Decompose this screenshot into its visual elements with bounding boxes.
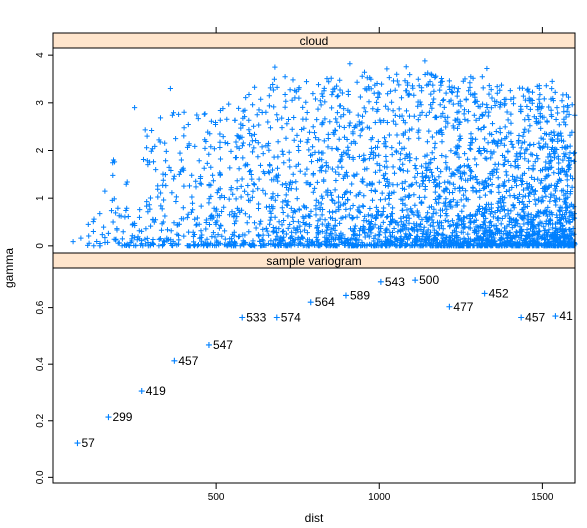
variogram-point-label: 500 [419, 273, 439, 287]
variogram-strip-title: sample variogram [266, 254, 361, 268]
variogram-point [412, 277, 419, 284]
variogram-point [481, 290, 488, 297]
variogram-point [307, 299, 314, 306]
variogram-point [273, 314, 280, 321]
x-axis: 500 1000 1500 [208, 27, 554, 503]
variogram-y-tick-label: 0.0 [35, 470, 46, 484]
cloud-y-tick-label: 1 [35, 195, 46, 201]
cloud-point-marks [70, 58, 578, 249]
variogram-point-label: 477 [453, 300, 473, 314]
variogram-point-label: 543 [385, 275, 405, 289]
variogram-point [105, 414, 112, 421]
variogram-point-label: 299 [112, 410, 132, 424]
cloud-y-tick-label: 0 [35, 243, 46, 249]
cloud-panel: cloud 0 1 2 3 4 [35, 32, 578, 254]
variogram-point [552, 313, 559, 320]
variogram-point-label: 589 [350, 288, 370, 302]
x-axis-label: dist [305, 511, 324, 525]
variogram-point [446, 303, 453, 310]
x-tick-label: 1500 [531, 492, 554, 503]
cloud-strip-title: cloud [300, 34, 329, 48]
variogram-point-label: 419 [146, 384, 166, 398]
y-axis-label: gamma [2, 248, 16, 288]
variogram-points: 57 299 419 457 547 533 574 564 589 543 500 477 452 45… [74, 273, 573, 450]
variogram-point [377, 278, 384, 285]
cloud-y-tick-label: 4 [35, 52, 46, 58]
variogram-point-label: 457 [525, 311, 545, 325]
variogram-point-label: 564 [315, 295, 335, 309]
variogram-point-label: 57 [81, 436, 95, 450]
variogram-point-label: 533 [246, 311, 266, 325]
variogram-plot-area [53, 268, 575, 483]
variogram-point-label: 547 [213, 338, 233, 352]
variogram-point-label: 452 [489, 286, 509, 300]
cloud-points [70, 58, 578, 249]
variogram-y-tick-label: 0.4 [35, 357, 46, 371]
variogram-panel: 57 299 419 457 547 533 574 564 589 543 500 477 452 45… [35, 252, 576, 484]
variogram-point-label: 41 [559, 309, 573, 323]
variogram-point [239, 314, 246, 321]
variogram-point [171, 357, 178, 364]
variogram-frame [52, 252, 576, 484]
cloud-y-tick-label: 2 [35, 147, 46, 153]
variogram-y-tick-label: 0.6 [35, 300, 46, 314]
cloud-y-tick-label: 3 [35, 100, 46, 106]
variogram-point-label: 574 [281, 311, 301, 325]
variogram-point [342, 292, 349, 299]
variogram-y-tick-label: 0.2 [35, 413, 46, 427]
variogram-point [205, 341, 212, 348]
variogram-point [138, 388, 145, 395]
x-tick-label: 500 [208, 492, 225, 503]
cloud-plot-area [53, 48, 575, 253]
variogram-point-label: 457 [178, 354, 198, 368]
x-tick-label: 1000 [368, 492, 391, 503]
variogram-y-axis: 0.0 0.2 0.4 0.6 [35, 300, 53, 484]
cloud-y-axis: 0 1 2 3 4 [35, 52, 53, 249]
variogram-point [74, 440, 81, 447]
variogram-point [518, 314, 525, 321]
